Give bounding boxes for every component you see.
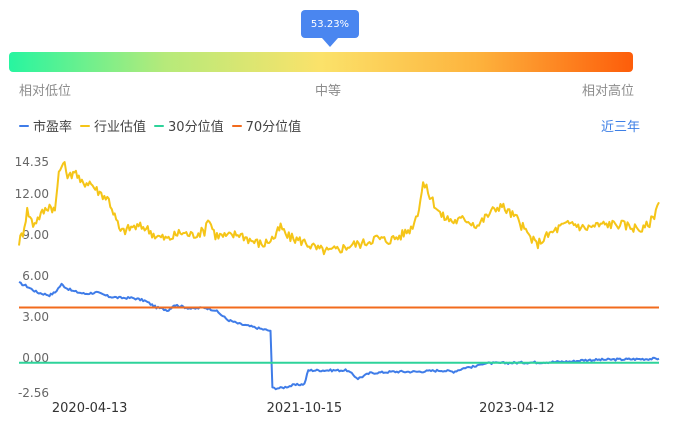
legend-label-p30: 30分位值: [168, 120, 224, 135]
y-tick-label: 3.00: [22, 310, 49, 324]
legend-swatch-p70: [231, 124, 242, 127]
y-tick-label: 6.00: [22, 269, 49, 283]
legend-item-p70[interactable]: 70分位值: [231, 116, 302, 135]
y-tick-label: 9.00: [22, 228, 49, 242]
legend-label-p70: 70分位值: [245, 120, 302, 135]
legend-swatch-pe: [19, 124, 29, 127]
legend-swatch-p30: [154, 124, 165, 127]
legend-item-p30[interactable]: 30分位值: [154, 116, 224, 135]
series-line-industry: [18, 161, 660, 256]
series-line-pe: [18, 281, 660, 391]
legend-label-industry: 行业估值: [94, 120, 147, 135]
percentile-tooltip: 53.23%: [301, 10, 359, 38]
legend-label-pe: 市盈率: [33, 120, 73, 135]
x-tick-label: 2023-04-12: [479, 401, 555, 416]
legend-item-industry[interactable]: 行业估值: [80, 116, 146, 135]
percentile-gauge-bar: [9, 52, 633, 72]
time-range-link[interactable]: 近三年: [600, 120, 640, 135]
y-tick-label: -2.56: [18, 386, 49, 400]
gauge-low-label: 相对低位: [19, 84, 72, 99]
y-tick-label: 12.00: [15, 187, 49, 201]
gauge-mid-label: 中等: [315, 84, 342, 99]
valuation-chart: 14.35 12.00 9.00 6.00 3.00 0.00 -2.562020-04-1…: [15, 155, 660, 416]
tooltip-pointer: [322, 38, 338, 47]
chart-legend: 市盈率 行业估值 30分位值 70分位值: [19, 116, 309, 135]
legend-swatch-industry: [80, 124, 91, 127]
y-tick-label: 14.35: [15, 155, 49, 169]
gauge-high-label: 相对高位: [582, 84, 635, 99]
x-tick-label: 2020-04-13: [52, 401, 128, 416]
x-tick-label: 2021-10-15: [267, 401, 343, 416]
y-tick-label: 0.00: [22, 351, 49, 365]
legend-item-pe[interactable]: 市盈率: [19, 116, 72, 135]
